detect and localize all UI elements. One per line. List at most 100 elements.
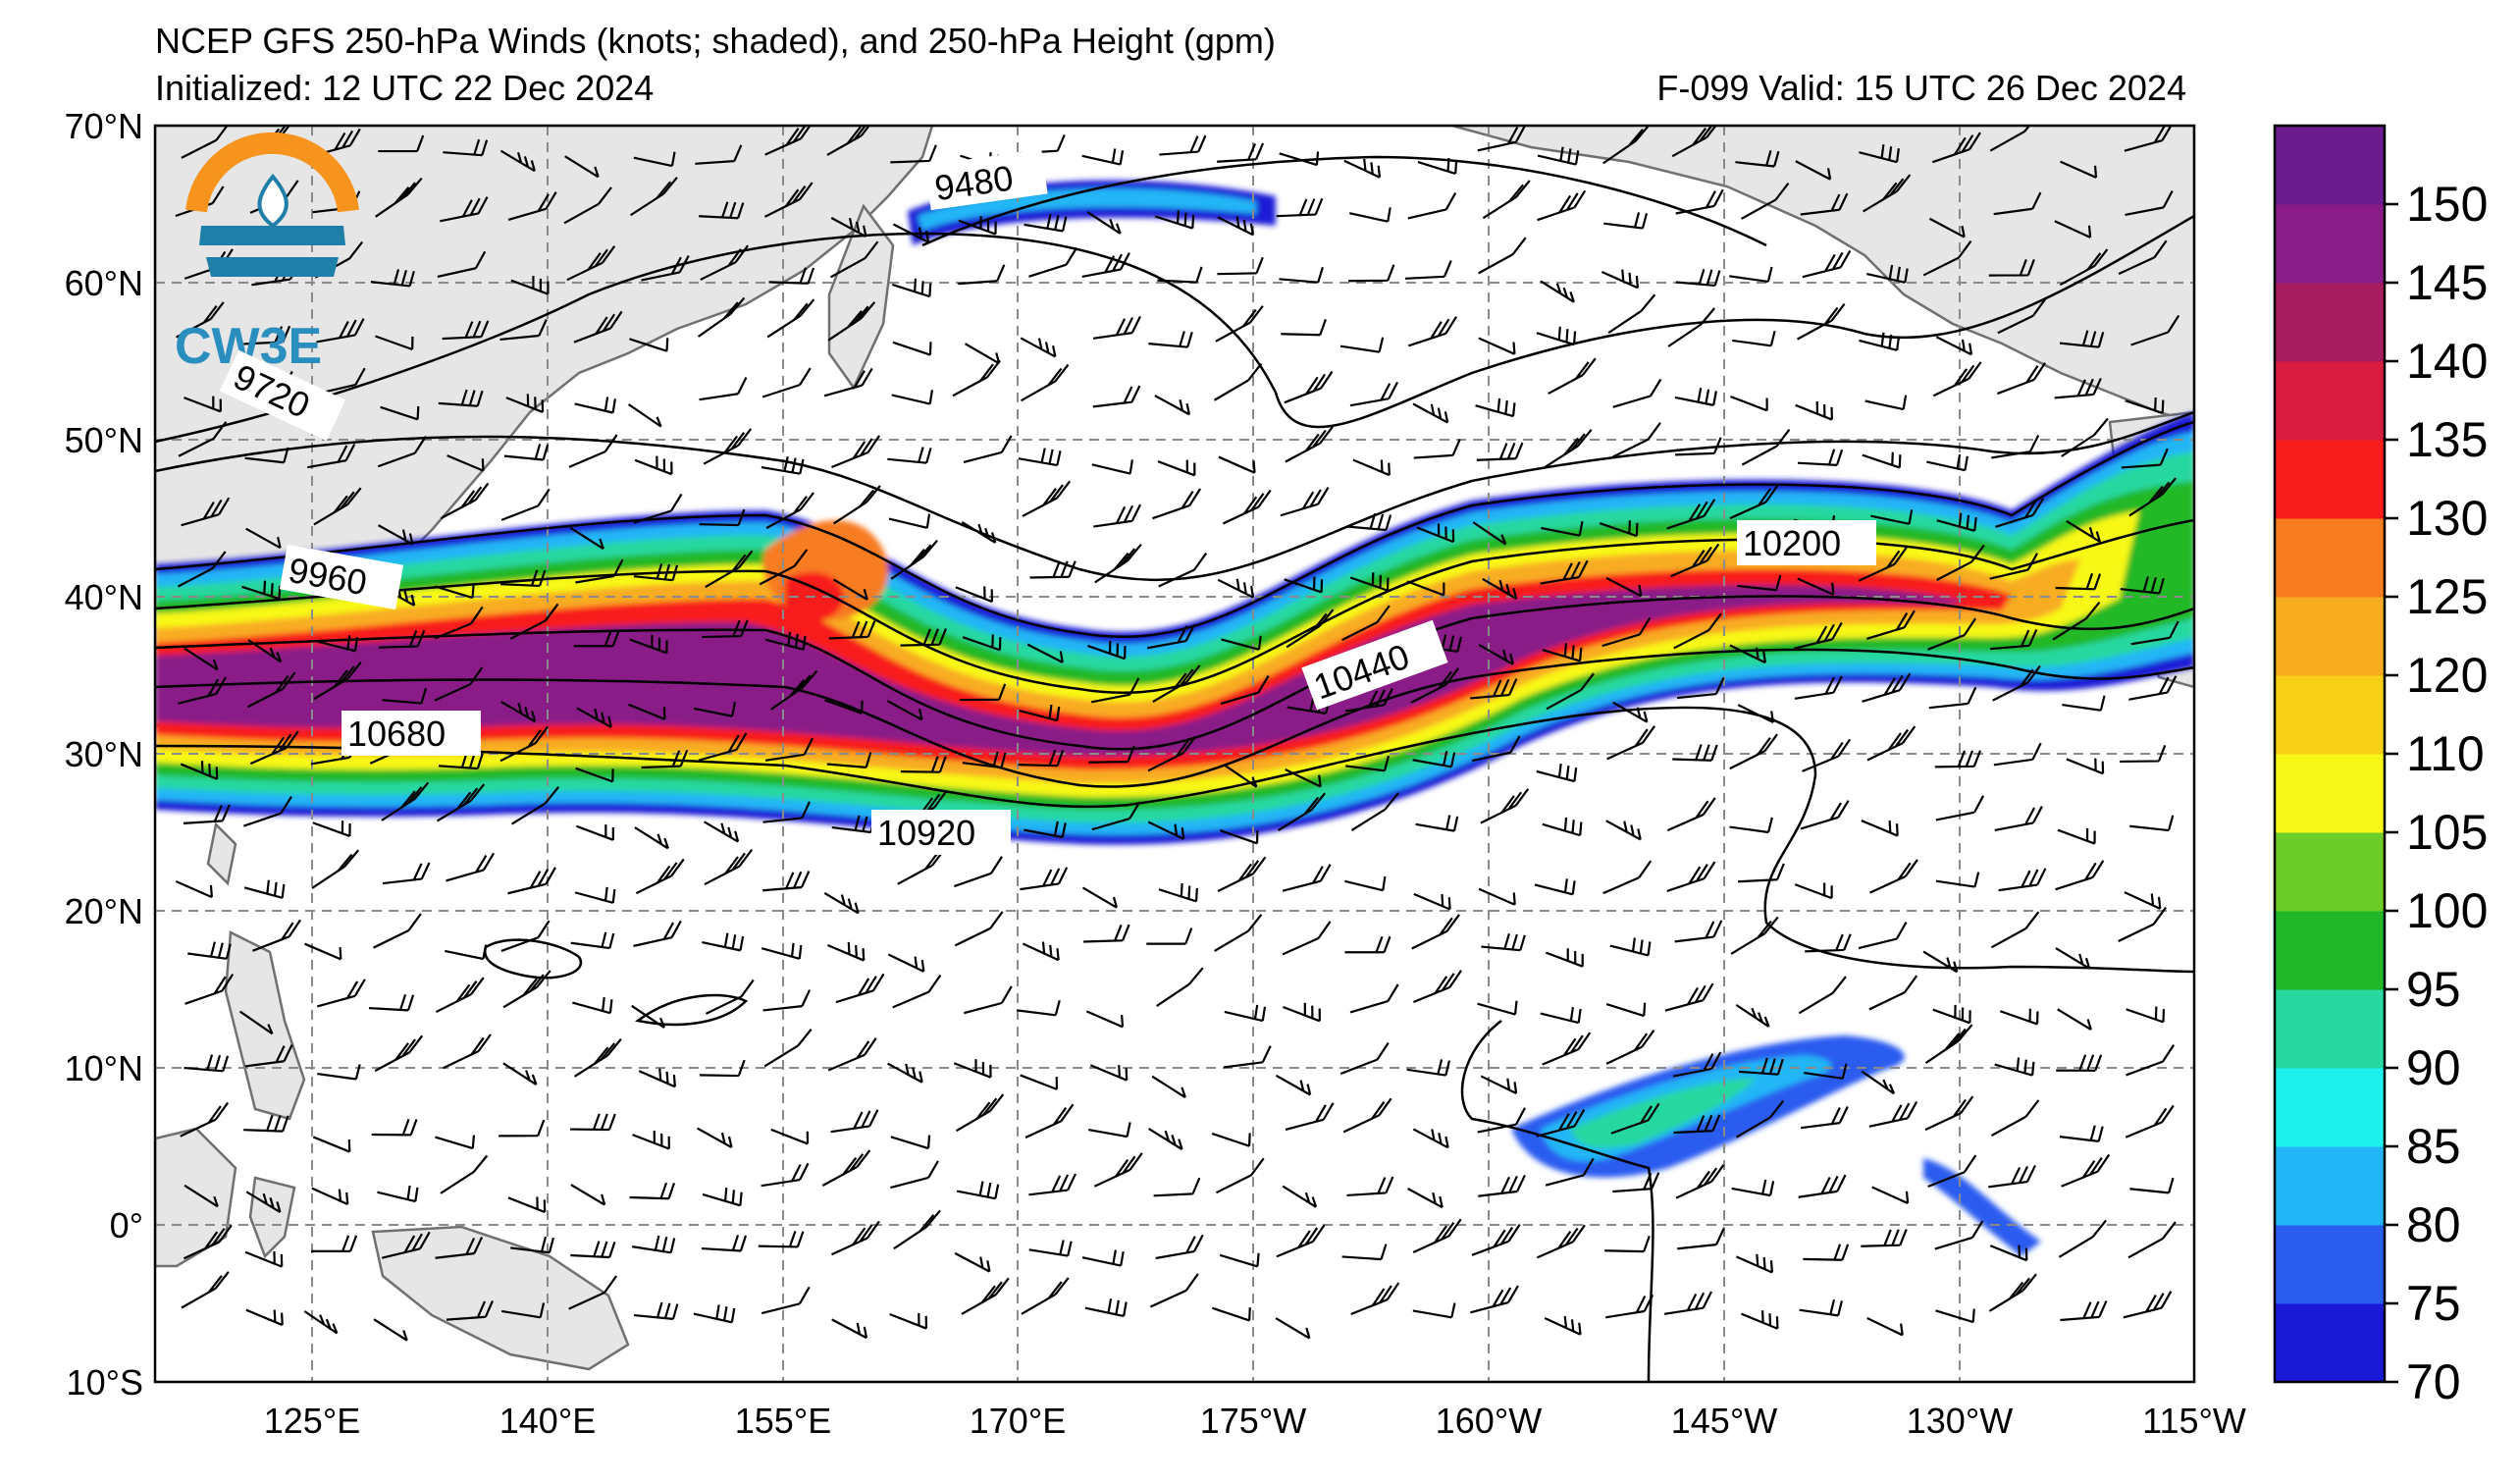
wind-barb [1993, 742, 2042, 767]
wind-barb [499, 1119, 546, 1138]
lon-tick-label: 125°E [264, 1401, 360, 1441]
wind-barb [1534, 878, 1576, 896]
wind-barb [1729, 644, 1766, 664]
wind-barb [575, 767, 614, 783]
wind-barb [769, 669, 818, 711]
wind-barb [501, 1302, 546, 1319]
wind-barb [1470, 1285, 1519, 1314]
lon-tick-label: 170°E [970, 1401, 1066, 1441]
wind-barb [1794, 675, 1843, 700]
wind-barb [1156, 967, 1204, 1007]
wind-barb [634, 826, 669, 850]
wind-barb [381, 1231, 431, 1259]
wind-barb [1024, 213, 1068, 233]
wind-barb [1346, 1176, 1394, 1197]
wind-barb [1285, 426, 1334, 463]
wind-barb [570, 931, 615, 950]
wind-barb [1016, 999, 1061, 1017]
wind-barb [1153, 1177, 1201, 1197]
map-frame [153, 124, 2196, 1384]
wind-barb [1280, 487, 1330, 517]
wind-barb [886, 700, 923, 721]
wind-barb [1413, 892, 1451, 911]
wind-barb [1018, 749, 1065, 768]
wind-barb [831, 1220, 880, 1256]
wind-barb [1859, 332, 1901, 351]
wind-barb [827, 301, 876, 342]
colorbar-swatch [2275, 1146, 2385, 1226]
wind-barb [1024, 821, 1067, 839]
wind-barb [1276, 1224, 1326, 1258]
wind-barb [824, 699, 864, 715]
wind-barb [2057, 1008, 2092, 1032]
wind-barb [500, 920, 551, 952]
wind-barb [1224, 1004, 1267, 1023]
wind-barb [1868, 1100, 1918, 1128]
wind-barb [1795, 400, 1833, 421]
wind-barb [892, 223, 930, 243]
wind-barb [500, 488, 551, 521]
wind-barb [1599, 520, 1639, 538]
wind-barb [887, 1062, 923, 1084]
wind-barb [962, 751, 1007, 769]
wind-barb [1349, 381, 1399, 407]
wind-barb [243, 1114, 289, 1133]
wind-barb [1729, 817, 1773, 834]
wind-barb [442, 320, 490, 341]
wind-barb [2052, 601, 2101, 641]
wind-barb [1343, 158, 1382, 179]
wind-barb [1997, 298, 2047, 335]
wind-barb [1998, 868, 2047, 892]
wind-barb [1664, 982, 1714, 1012]
wind-barb [181, 1271, 230, 1309]
wind-barb [831, 1318, 868, 1340]
wind-barb [374, 1034, 424, 1073]
wind-barb [761, 367, 812, 398]
wind-barb [1858, 922, 1908, 950]
wind-barb [252, 919, 302, 952]
wind-barb [1740, 182, 1790, 220]
wind-barb [1540, 1006, 1582, 1025]
wind-barb [2059, 248, 2109, 287]
wind-barb [2128, 675, 2178, 701]
wind-barb [1932, 361, 1982, 397]
colorbar-swatch [2275, 675, 2385, 755]
wind-barb [1866, 264, 1909, 284]
wind-barb [633, 493, 683, 524]
wind-barb [1152, 664, 1201, 704]
wind-barb [434, 584, 475, 600]
wind-barb [1416, 523, 1455, 544]
wind-barb [1146, 623, 1196, 650]
wind-barb [1028, 1173, 1077, 1196]
wind-barb [890, 1160, 939, 1190]
wind-barb [1996, 362, 2046, 396]
lat-tick-label: 0° [110, 1205, 143, 1245]
wind-barb [638, 1068, 676, 1088]
wind-barb [1540, 280, 1575, 303]
wind-barb [826, 126, 871, 156]
wind-barb [1081, 886, 1119, 909]
wind-barb [958, 216, 997, 236]
wind-barb [1282, 921, 1332, 956]
height-contours [155, 155, 2194, 1382]
wind-barb [1675, 1164, 1725, 1199]
wind-barb [568, 1275, 618, 1310]
wind-barb [1536, 1109, 1586, 1138]
wind-barb [1344, 688, 1393, 713]
wind-barb [1676, 677, 1725, 700]
wind-barb [445, 944, 488, 961]
wind-barb [1480, 788, 1530, 824]
wind-barb [1021, 363, 1070, 402]
wind-barb [1935, 336, 1973, 356]
chart-title: NCEP GFS 250-hPa Winds (knots; shaded), … [155, 21, 1276, 61]
wind-barb [693, 1304, 736, 1324]
wind-barb [635, 858, 685, 895]
colorbar-swatch [2275, 832, 2385, 912]
wind-barb [1989, 553, 2039, 580]
wind-barb [1223, 1045, 1272, 1069]
wind-barb [317, 1064, 361, 1081]
cw3e-logo: CW3E [175, 132, 359, 375]
wind-barb [313, 662, 362, 701]
wind-barb [1478, 1174, 1526, 1197]
wind-barb [500, 700, 537, 723]
